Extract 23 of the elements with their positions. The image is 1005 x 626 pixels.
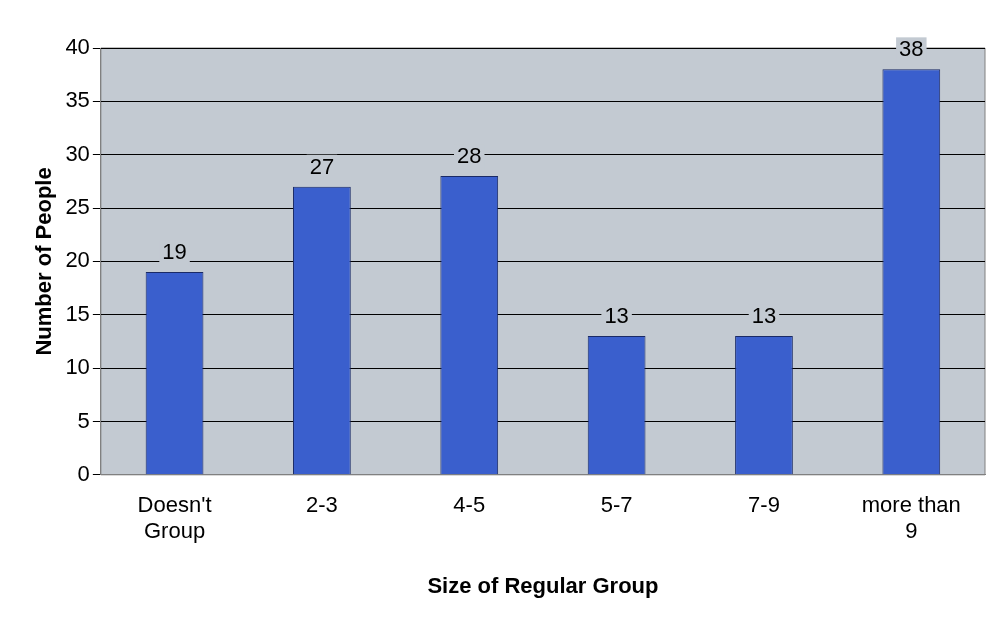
y-tick-label: 15 (65, 300, 90, 326)
y-tick-label: 0 (77, 460, 90, 486)
data-label: 13 (751, 303, 777, 329)
y-tick-label: 30 (65, 140, 90, 166)
x-tick-label: more than 9 (861, 492, 961, 544)
y-axis-title: Number of People (31, 167, 57, 356)
data-label: 38 (899, 36, 924, 62)
y-tick-label: 25 (65, 194, 90, 220)
data-label: 28 (457, 143, 482, 169)
y-tick-label: 35 (65, 87, 90, 113)
x-tick-label: Doesn't Group (137, 492, 212, 544)
y-tick-label: 40 (65, 34, 90, 60)
x-tick-label: 5-7 (600, 492, 633, 518)
data-label: 13 (604, 303, 629, 329)
data-label: 19 (162, 239, 187, 265)
x-tick-label: 7-9 (748, 492, 780, 518)
y-tick-label: 20 (65, 247, 90, 273)
y-tick-label: 10 (65, 354, 90, 380)
data-label: 27 (309, 153, 335, 179)
y-tick-label: 5 (77, 407, 90, 433)
x-axis-title: Size of Regular Group (427, 572, 659, 598)
x-tick-label: 4-5 (453, 492, 486, 518)
x-tick-label: 2-3 (306, 492, 338, 518)
